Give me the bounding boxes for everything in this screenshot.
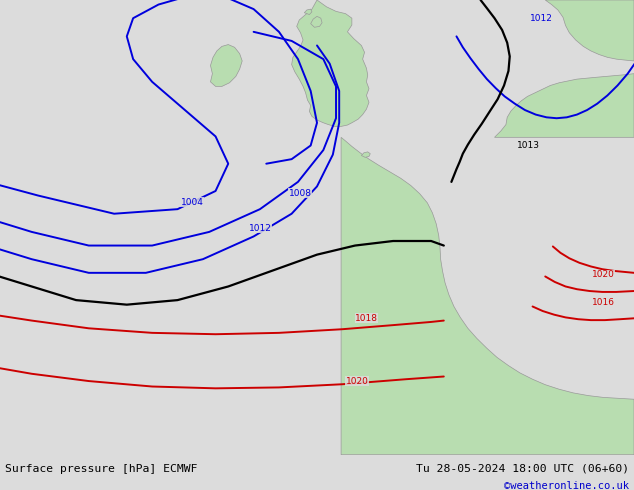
Polygon shape [495,74,634,137]
Polygon shape [210,45,242,86]
Text: 1013: 1013 [517,141,540,150]
Text: 1020: 1020 [592,270,615,279]
Polygon shape [361,152,370,157]
Polygon shape [341,137,634,455]
Text: 1008: 1008 [288,189,311,198]
Text: ©weatheronline.co.uk: ©weatheronline.co.uk [504,481,629,490]
Text: 1016: 1016 [592,298,615,307]
Text: Surface pressure [hPa] ECMWF: Surface pressure [hPa] ECMWF [5,464,198,474]
Polygon shape [304,9,312,15]
Text: 1018: 1018 [355,314,378,323]
Text: 1020: 1020 [346,376,368,386]
Polygon shape [292,0,369,126]
Text: Tu 28-05-2024 18:00 UTC (06+60): Tu 28-05-2024 18:00 UTC (06+60) [416,464,629,474]
Text: 1012: 1012 [249,224,271,233]
Text: 1004: 1004 [181,198,204,207]
Polygon shape [311,16,322,27]
Text: 1012: 1012 [530,14,553,23]
Polygon shape [545,0,634,61]
